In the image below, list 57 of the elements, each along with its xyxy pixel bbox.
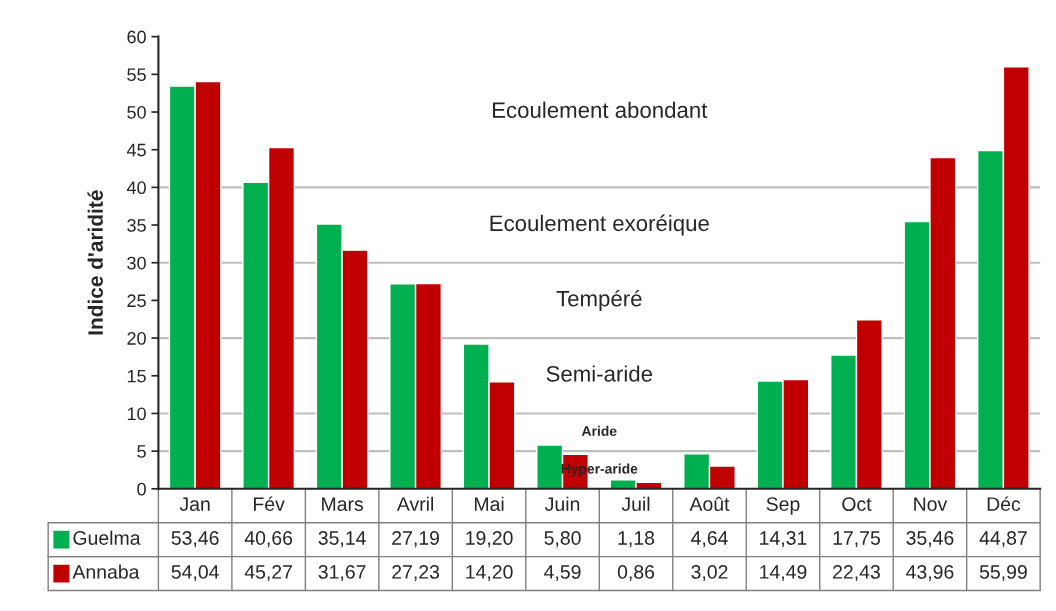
data-label: 27,19 [392,531,439,548]
data-label: 55,99 [979,565,1027,582]
data-label: 44,87 [979,531,1027,548]
x-tick-label: Fév [254,496,285,511]
data-label: 53,46 [171,531,219,548]
data-label: 27,23 [392,565,440,582]
data-label: 22,43 [833,565,880,582]
annotation: Semi-aride [546,365,653,382]
annotation: Ecoulement exoréique [490,214,709,236]
data-label: 43,96 [906,565,954,582]
data-label: 35,14 [318,531,366,548]
x-tick-label: Juin [545,496,580,511]
data-label: 54,04 [171,565,219,582]
legend-label: Guelma [73,530,141,545]
x-tick-label: Mai [474,496,504,511]
y-tick-label: 10 [127,407,146,421]
x-tick-label: Mars [322,497,363,511]
x-tick-label: Déc [987,496,1021,511]
data-label: 40,66 [244,531,293,548]
data-label: 14,31 [760,531,807,548]
data-label: 4,64 [691,531,728,548]
y-tick-label: 55 [127,68,146,82]
y-axis-title: Indice d'aridité [87,190,103,335]
legend-label: Annaba [72,564,140,579]
x-tick-label: Oct [842,497,872,511]
y-tick-label: 40 [126,181,146,195]
y-tick-label: 45 [126,143,146,157]
data-label: 4,59 [544,565,581,582]
annotation: Ecoulement abondant [493,101,708,118]
data-label: 45,27 [244,565,292,582]
data-label: 14,49 [760,565,807,582]
data-label: 1,18 [618,531,655,548]
x-tick-label: Avril [396,496,434,511]
data-label: 19,20 [466,531,513,548]
y-tick-label: 0 [137,482,146,496]
y-tick-label: 20 [127,332,146,345]
data-label: 31,67 [318,565,366,582]
y-tick-label: 60 [127,30,146,44]
y-tick-label: 15 [127,369,146,383]
x-tick-label: Nov [914,497,948,511]
x-tick-label: Sep [766,497,800,515]
y-tick-label: 35 [127,218,146,232]
x-tick-label: Jan [179,497,210,511]
data-label: 17,75 [833,531,880,548]
data-label: 14,20 [466,565,513,582]
y-tick-label: 30 [127,256,146,270]
data-label: 3,02 [691,565,728,582]
annotation: Tempéré [556,289,642,311]
annotation: Aride [581,425,617,437]
y-tick-label: 50 [127,105,146,119]
data-label: 5,80 [544,531,581,548]
y-tick-label: 5 [137,445,146,458]
y-tick-label: 25 [127,294,146,308]
data-label: 0,86 [617,565,655,582]
data-label: 35,46 [906,531,954,548]
x-tick-label: Juil [621,496,650,511]
x-tick-label: Août [689,496,730,511]
